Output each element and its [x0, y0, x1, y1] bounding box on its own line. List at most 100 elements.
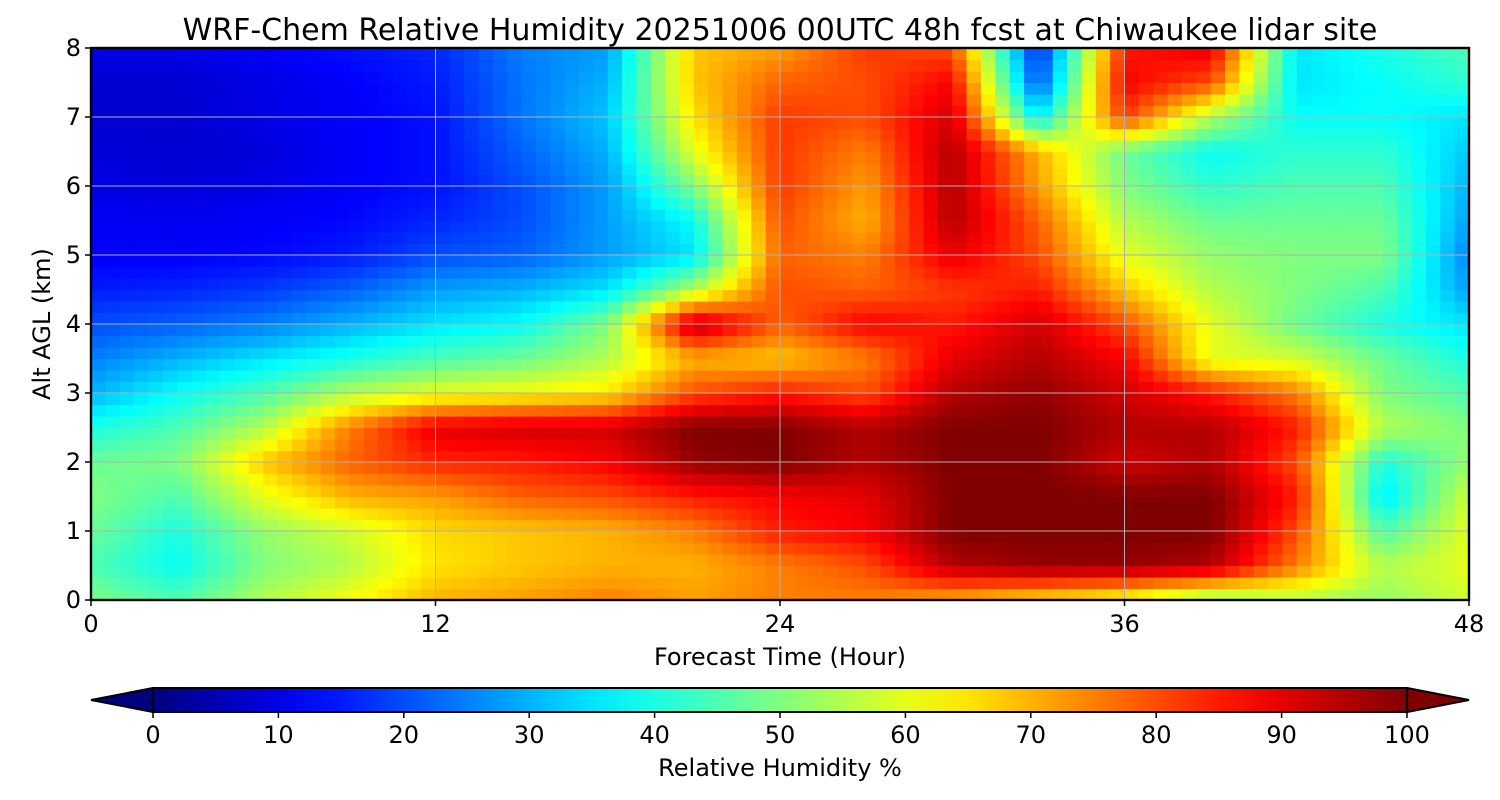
heatmap-cell — [406, 301, 422, 314]
heatmap-cell — [91, 174, 106, 187]
heatmap-cell — [866, 508, 882, 521]
heatmap-cell — [1440, 393, 1456, 406]
heatmap-cell — [780, 393, 795, 406]
heatmap-cell — [952, 197, 968, 210]
heatmap-cell — [535, 393, 551, 406]
heatmap-cell — [808, 404, 824, 417]
heatmap-cell — [736, 370, 752, 383]
heatmap-cell — [1325, 347, 1341, 360]
heatmap-cell — [736, 485, 752, 498]
heatmap-cell — [1196, 59, 1212, 72]
heatmap-cell — [1009, 163, 1025, 176]
heatmap-cell — [1339, 209, 1355, 222]
heatmap-cell — [263, 174, 279, 187]
heatmap-cell — [205, 197, 221, 210]
heatmap-cell — [1268, 197, 1283, 210]
heatmap-cell — [1368, 140, 1384, 153]
heatmap-cell — [1024, 450, 1039, 463]
heatmap-cell — [1210, 220, 1226, 233]
heatmap-cell — [1268, 450, 1283, 463]
heatmap-cell — [1325, 485, 1341, 498]
heatmap-cell — [1397, 473, 1413, 486]
heatmap-cell — [1239, 232, 1255, 245]
heatmap-cell — [650, 105, 666, 118]
heatmap-cell — [1038, 335, 1054, 348]
heatmap-cell — [1052, 312, 1068, 325]
heatmap-cell — [220, 393, 236, 406]
heatmap-cell — [866, 519, 882, 532]
heatmap-cell — [1425, 565, 1441, 578]
heatmap-cell — [1052, 404, 1068, 417]
heatmap-cell — [1253, 588, 1269, 600]
heatmap-cell — [1311, 381, 1327, 394]
heatmap-cell — [693, 416, 709, 429]
heatmap-cell — [966, 82, 982, 95]
heatmap-cell — [650, 82, 666, 95]
heatmap-cell — [1110, 577, 1126, 590]
heatmap-cell — [1382, 186, 1398, 199]
heatmap-cell — [1253, 197, 1269, 210]
heatmap-cell — [880, 393, 896, 406]
heatmap-cell — [1397, 312, 1413, 325]
heatmap-cell — [751, 117, 767, 130]
heatmap-cell — [708, 565, 724, 578]
heatmap-cell — [1325, 128, 1341, 141]
heatmap-cell — [205, 335, 221, 348]
heatmap-cell — [1024, 358, 1039, 371]
heatmap-cell — [708, 82, 724, 95]
heatmap-cell — [1181, 197, 1197, 210]
heatmap-cell — [880, 117, 896, 130]
heatmap-cell — [1138, 220, 1154, 233]
heatmap-cell — [736, 232, 752, 245]
heatmap-cell — [464, 140, 480, 153]
heatmap-cell — [866, 393, 882, 406]
heatmap-cell — [507, 59, 523, 72]
heatmap-cell — [1095, 347, 1111, 360]
heatmap-cell — [119, 94, 135, 107]
heatmap-cell — [909, 82, 925, 95]
heatmap-cell — [593, 508, 609, 521]
heatmap-cell — [837, 542, 853, 555]
heatmap-cell — [564, 243, 580, 256]
heatmap-cell — [464, 220, 480, 233]
heatmap-cell — [1268, 94, 1283, 107]
heatmap-cell — [894, 450, 910, 463]
heatmap-cell — [1397, 197, 1413, 210]
heatmap-cell — [736, 301, 752, 314]
heatmap-cell — [1382, 531, 1398, 544]
heatmap-cell — [1268, 473, 1283, 486]
heatmap-cell — [1440, 186, 1456, 199]
heatmap-cell — [564, 531, 580, 544]
heatmap-cell — [478, 577, 494, 590]
heatmap-cell — [579, 496, 594, 509]
heatmap-cell — [1224, 197, 1240, 210]
heatmap-cell — [1368, 278, 1384, 291]
heatmap-cell — [277, 358, 293, 371]
heatmap-cell — [665, 347, 681, 360]
heatmap-cell — [794, 542, 810, 555]
heatmap-cell — [1210, 577, 1226, 590]
heatmap-cell — [1296, 289, 1312, 302]
heatmap-cell — [535, 335, 551, 348]
heatmap-cell — [808, 485, 824, 498]
heatmap-cell — [952, 163, 968, 176]
heatmap-cell — [550, 301, 566, 314]
heatmap-cell — [205, 427, 221, 440]
heatmap-cell — [134, 496, 150, 509]
heatmap-cell — [1153, 301, 1169, 314]
heatmap-cell — [1181, 312, 1197, 325]
heatmap-cell — [492, 186, 508, 199]
heatmap-cell — [1153, 243, 1169, 256]
heatmap-cell — [521, 370, 537, 383]
heatmap-cell — [1124, 496, 1140, 509]
heatmap-cell — [1067, 266, 1083, 279]
heatmap-cell — [1181, 232, 1197, 245]
heatmap-cell — [1397, 151, 1413, 164]
heatmap-cell — [291, 105, 307, 118]
heatmap-cell — [851, 71, 867, 84]
heatmap-cell — [564, 508, 580, 521]
heatmap-cell — [1052, 163, 1068, 176]
heatmap-cell — [406, 71, 422, 84]
heatmap-cell — [579, 255, 594, 268]
heatmap-cell — [421, 232, 437, 245]
